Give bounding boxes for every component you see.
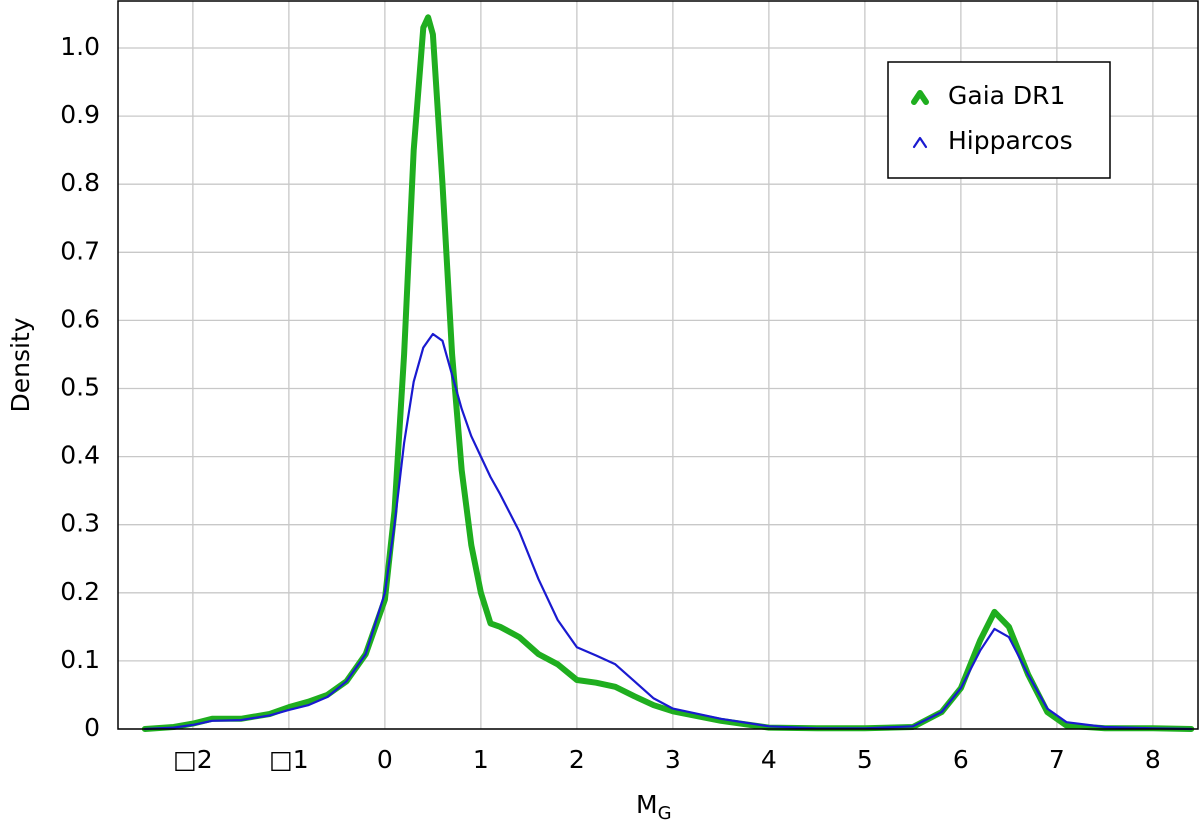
x-tick-label: 8	[1145, 745, 1161, 774]
x-tick-label: 3	[665, 745, 681, 774]
legend-label: Gaia DR1	[948, 81, 1065, 110]
y-tick-label: 0.4	[60, 441, 100, 470]
x-tick-label: 7	[1049, 745, 1065, 774]
x-axis-label-sub: G	[658, 803, 672, 824]
y-tick-label: 0.5	[60, 372, 100, 401]
x-tick-label: □2	[173, 745, 213, 774]
line-series	[143, 332, 1193, 731]
y-tick-label: 0	[84, 713, 100, 742]
x-axis-label-main: M	[636, 790, 658, 819]
x-tick-label: □1	[269, 745, 309, 774]
plot-frame	[117, 0, 1199, 730]
x-tick-label: 1	[473, 745, 489, 774]
y-tick-label: 0.2	[60, 577, 100, 606]
x-axis-label: MG	[636, 790, 672, 824]
x-tick-label: 6	[953, 745, 969, 774]
y-tick-label: 0.3	[60, 509, 100, 538]
y-tick-label: 0.8	[60, 168, 100, 197]
y-tick-label: 1.0	[60, 32, 100, 61]
line-series	[141, 14, 1195, 732]
x-tick-label: 5	[857, 745, 873, 774]
x-tick-label: 4	[761, 745, 777, 774]
legend-marker	[911, 90, 929, 105]
y-tick-label: 0.1	[60, 645, 100, 674]
y-tick-label: 0.9	[60, 100, 100, 129]
legend-label: Hipparcos	[948, 126, 1073, 155]
x-tick-label: 2	[569, 745, 585, 774]
y-tick-label: 0.6	[60, 304, 100, 333]
y-axis-label: Density	[6, 317, 35, 412]
legend-box	[887, 61, 1111, 179]
legend-marker	[912, 136, 928, 149]
x-tick-label: 0	[377, 745, 393, 774]
y-tick-label: 0.7	[60, 236, 100, 265]
